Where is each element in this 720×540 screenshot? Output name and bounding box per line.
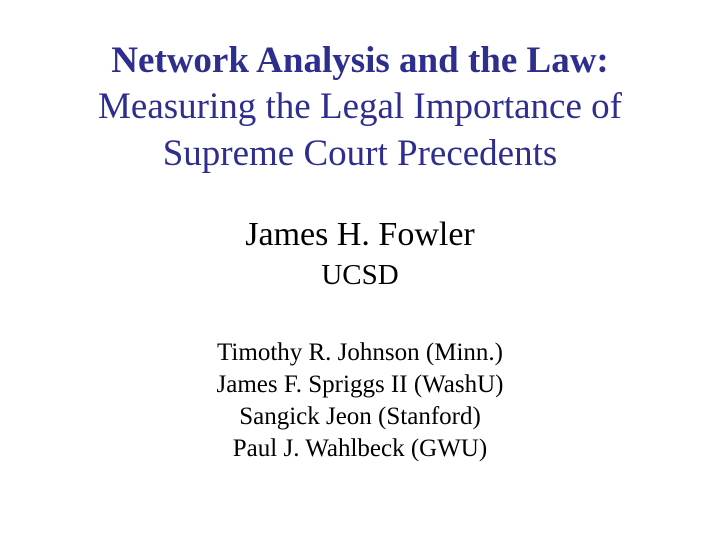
coauthors-block: Timothy R. Johnson (Minn.) James F. Spri… (217, 337, 504, 465)
title-line3: Supreme Court Precedents (98, 131, 622, 177)
author-affiliation: UCSD (245, 257, 474, 295)
coauthor-item: Paul J. Wahlbeck (GWU) (217, 433, 504, 465)
presentation-slide: Network Analysis and the Law: Measuring … (0, 0, 720, 540)
author-block: James H. Fowler UCSD (245, 213, 474, 295)
coauthor-item: Sangick Jeon (Stanford) (217, 401, 504, 433)
title-line2: Measuring the Legal Importance of (98, 84, 622, 130)
title-block: Network Analysis and the Law: Measuring … (98, 38, 622, 177)
coauthor-item: James F. Spriggs II (WashU) (217, 369, 504, 401)
author-name: James H. Fowler (245, 213, 474, 257)
coauthor-item: Timothy R. Johnson (Minn.) (217, 337, 504, 369)
title-line1: Network Analysis and the Law: (98, 38, 622, 84)
